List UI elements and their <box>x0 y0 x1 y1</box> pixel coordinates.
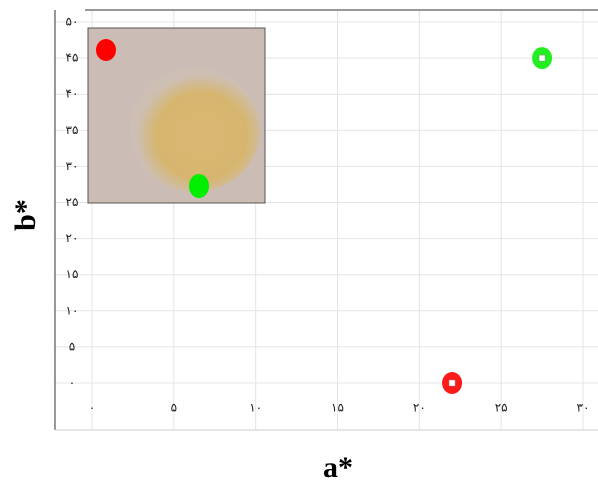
x-axis-title: a* <box>323 451 353 484</box>
y-tick-label: ۴۵ <box>66 51 79 65</box>
y-tick-label: ۳۰ <box>66 159 79 173</box>
y-tick-label: ۵ <box>69 339 75 353</box>
x-tick-label: ۱۰ <box>249 401 262 415</box>
x-tick-label: ۰ <box>89 401 95 415</box>
photo-stain <box>130 68 260 192</box>
x-tick-label: ۱۵ <box>331 401 344 415</box>
y-tick-label: ۱۵ <box>66 267 79 281</box>
x-tick-label: ۲۵ <box>495 401 508 415</box>
point-center <box>539 55 545 61</box>
chart: b* a* ۰ ۵ ۱۰ ۱۵ ۲۰ ۲۵ ۳۰ ۰ ۵ ۱۰ ۱۵ ۲۰ ۲۵ ۳۰ ۳۵ ۴۰ ۴۵ ۵۰ <box>0 0 598 486</box>
photo-green-dot <box>189 174 209 198</box>
y-tick-label: ۱۰ <box>66 303 79 317</box>
y-tick-label: ۲۰ <box>66 231 79 245</box>
y-tick-label: ۵۰ <box>66 15 79 29</box>
x-tick-label: ۵ <box>171 401 177 415</box>
y-tick-label: ۰ <box>69 376 75 390</box>
y-axis-title: b* <box>9 199 42 231</box>
point-center <box>449 380 455 386</box>
x-tick-label: ۳۰ <box>577 401 590 415</box>
y-tick-label: ۳۵ <box>66 123 79 137</box>
photo-red-dot <box>96 39 116 61</box>
x-tick-label: ۲۰ <box>413 401 426 415</box>
y-tick-label: ۴۰ <box>66 87 79 101</box>
y-tick-label: ۲۵ <box>66 195 79 209</box>
inset-photo <box>88 28 265 203</box>
